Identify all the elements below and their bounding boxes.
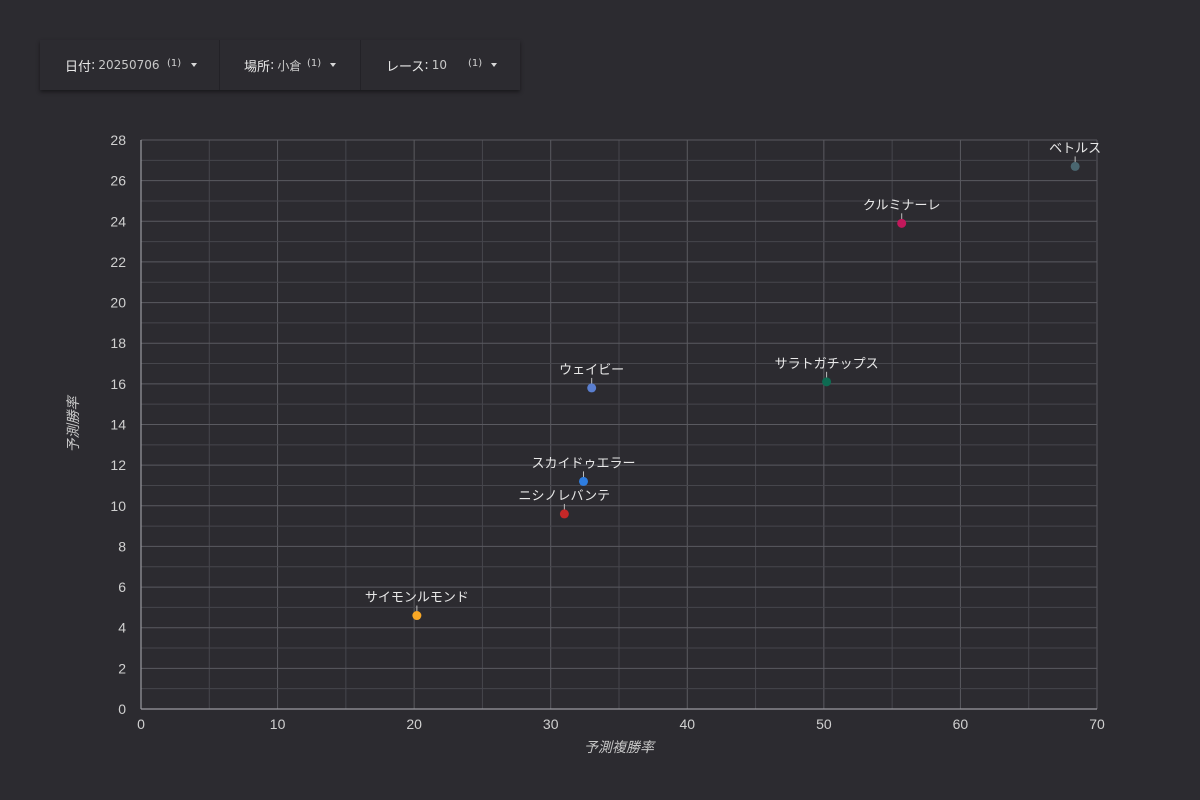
place-filter[interactable]: 場所: 小倉 (1) [220,40,361,90]
data-point[interactable]: ウェイビー [559,363,624,393]
date-filter-colon: : [91,57,96,73]
x-tick-label: 40 [679,716,695,732]
data-point[interactable]: サイモンルモンド [365,591,469,621]
y-axis-title: 予測勝率 [66,395,82,453]
y-tick-label: 24 [110,213,126,229]
point-label: サラトガチップス [775,357,879,372]
x-tick-label: 20 [406,716,422,732]
y-tick-label: 16 [110,376,126,392]
point-marker[interactable] [559,509,569,519]
data-point[interactable]: ベトルス [1049,141,1101,171]
place-filter-colon: : [270,57,275,73]
chart-axes [140,140,1097,710]
point-label: ベトルス [1049,141,1101,156]
chart-grid [140,139,1098,710]
point-marker[interactable] [412,611,422,621]
point-label: ウェイビー [559,363,624,378]
date-filter-count: (1) [167,58,182,69]
point-marker[interactable] [578,476,588,486]
race-filter-count: (1) [468,58,483,69]
data-point[interactable]: ニシノレバンテ [519,489,611,519]
y-tick-label: 12 [110,457,126,473]
caret-down-icon[interactable] [491,63,497,67]
date-filter[interactable]: 日付: 20250706 (1) [40,40,220,90]
race-filter-label: レース [386,59,425,75]
data-point[interactable]: スカイドゥエラー [531,456,635,486]
place-filter-count: (1) [307,58,322,69]
x-tick-label: 70 [1089,716,1105,732]
place-filter-label: 場所 [244,59,271,75]
y-tick-label: 10 [110,498,126,514]
y-tick-label: 28 [110,132,126,148]
point-marker[interactable] [822,377,832,387]
y-tick-label: 18 [110,335,126,351]
point-label: ニシノレバンテ [519,489,611,504]
x-tick-label: 30 [543,716,559,732]
data-point[interactable]: サラトガチップス [775,357,879,387]
point-marker[interactable] [1070,161,1080,171]
x-tick-label: 50 [816,716,832,732]
caret-down-icon[interactable] [330,63,336,67]
point-marker[interactable] [587,383,597,393]
x-tick-label: 0 [137,716,145,732]
y-tick-label: 26 [110,173,126,189]
data-point[interactable]: クルミナーレ [863,198,941,228]
y-tick-label: 8 [118,538,126,554]
x-axis-title: 予測複勝率 [584,740,656,756]
race-filter[interactable]: レース: 10 (1) [361,40,520,90]
y-tick-label: 4 [118,620,126,636]
race-filter-value: 10 [431,58,448,72]
point-marker[interactable] [897,218,907,228]
filter-bar: 日付: 20250706 (1) 場所: 小倉 (1) レース: 10 (1) [40,40,520,90]
x-tick-label: 10 [270,716,286,732]
date-filter-label: 日付 [65,59,92,75]
y-tick-label: 14 [110,417,126,433]
place-filter-value: 小倉 [277,58,302,73]
point-label: スカイドゥエラー [531,456,635,471]
race-filter-colon: : [424,57,429,73]
y-tick-label: 0 [118,701,126,717]
point-label: サイモンルモンド [365,591,469,606]
date-filter-value: 20250706 [98,58,160,72]
y-tick-label: 6 [118,579,126,595]
y-tick-label: 20 [110,295,126,311]
y-tick-label: 22 [110,254,126,270]
y-tick-label: 2 [118,660,126,676]
point-label: クルミナーレ [863,198,941,213]
caret-down-icon[interactable] [191,63,197,67]
x-tick-label: 60 [953,716,969,732]
